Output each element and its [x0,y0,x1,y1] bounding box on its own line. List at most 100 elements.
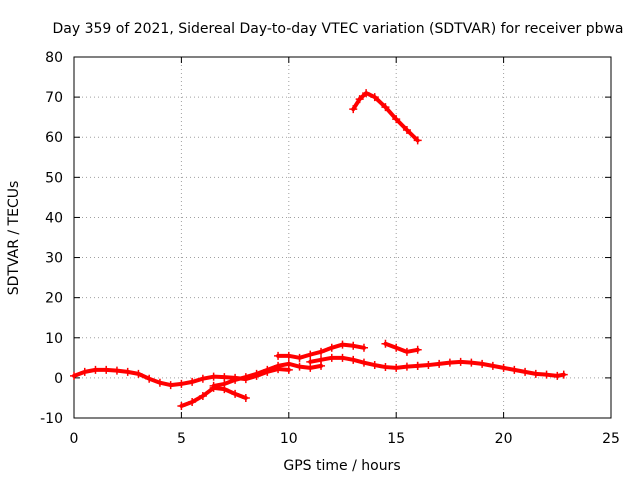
data-point [295,362,304,371]
x-tick-label: 25 [602,431,620,447]
data-point [220,379,229,388]
data-point [177,401,186,410]
data-point [499,363,508,372]
data-point [370,93,379,102]
data-point [381,339,390,348]
data-point [112,366,121,375]
data-point [392,343,401,352]
data-point [306,357,315,366]
series-prn-f [381,339,422,356]
data-point [198,374,207,383]
data-point [542,370,551,379]
y-tick-label: 80 [45,50,63,66]
data-point [413,361,422,370]
series-trace [383,341,420,354]
data-point [478,359,487,368]
data-point [424,361,433,370]
data-point [134,369,143,378]
series-prn-d [274,340,368,362]
data-point [198,391,207,400]
data-point [209,381,218,390]
data-point [553,371,562,380]
data-point [91,365,100,374]
data-point [252,369,261,378]
data-point [531,369,540,378]
data-point [327,343,336,352]
data-point [359,358,368,367]
data-point [402,347,411,356]
grid-lines [74,57,611,418]
data-point [241,393,250,402]
y-tick-label: 20 [45,291,63,307]
data-point [413,345,422,354]
data-point [188,377,197,386]
data-point [349,355,358,364]
y-tick-label: 40 [45,210,63,226]
data-point [467,358,476,367]
data-point [155,378,164,387]
series-trace [351,91,420,143]
data-point [220,373,229,382]
data-point [359,343,368,352]
data-point [145,374,154,383]
y-tick-label: -10 [40,411,63,427]
data-point [284,359,293,368]
series-prn-e [306,353,422,372]
y-tick-label: 0 [54,371,63,387]
data-point [435,359,444,368]
data-point [370,361,379,370]
data-point [456,357,465,366]
data-point [306,350,315,359]
data-point [521,367,530,376]
data-point [338,353,347,362]
data-point [231,375,240,384]
data-point [488,361,497,370]
data-point [263,365,272,374]
data-point [349,105,358,114]
data-point [349,341,358,350]
y-tick-label: 10 [45,331,63,347]
series-prn-h [349,89,422,145]
data-point [177,379,186,388]
data-point [80,367,89,376]
data-point [317,355,326,364]
series-prn-g [413,357,568,380]
data-point [284,351,293,360]
y-tick-label: 60 [45,130,63,146]
chart-title: Day 359 of 2021, Sidereal Day-to-day VTE… [52,21,623,37]
x-tick-label: 0 [70,431,79,447]
data-point [402,126,411,135]
data-point [381,363,390,372]
y-tick-label: 70 [45,90,63,106]
data-point [70,371,78,380]
x-tick-label: 15 [387,431,405,447]
data-point [392,115,401,124]
data-point [559,370,568,379]
data-point [274,351,283,360]
y-tick-label: 50 [45,170,63,186]
x-tick-label: 5 [177,431,186,447]
data-point [402,362,411,371]
axis-ticks: 0 5 10 15 20 25 -10 0 10 20 30 40 50 60 70 80 [40,50,620,447]
x-tick-label: 10 [280,431,298,447]
data-point [355,95,364,104]
data-point [274,361,283,370]
data-point [188,397,197,406]
data-point [166,381,175,390]
x-axis-label: GPS time / hours [283,458,400,474]
data-point [241,373,250,382]
y-tick-label: 30 [45,251,63,267]
data-point [123,367,132,376]
data-points [70,89,568,410]
data-point [317,347,326,356]
data-point [338,340,347,349]
data-point [102,365,111,374]
y-axis-label: SDTVAR / TECUs [6,181,22,296]
data-point [295,353,304,362]
data-point [413,136,422,145]
data-point [392,363,401,372]
data-point [510,365,519,374]
data-point [381,103,390,112]
data-point [231,389,240,398]
plot-frame [73,56,612,419]
